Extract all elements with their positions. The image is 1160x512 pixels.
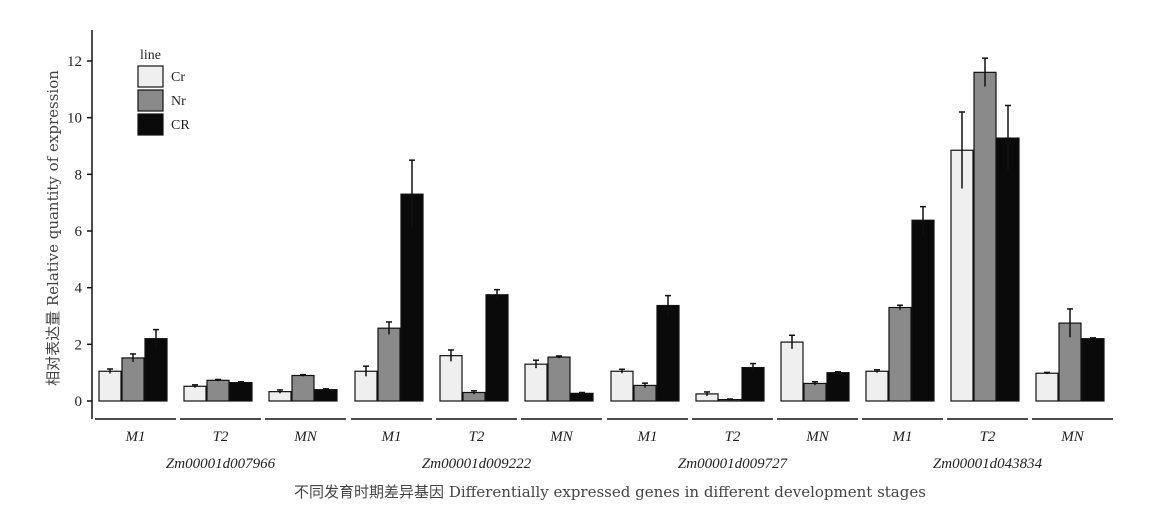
- bar-cr: [911, 219, 935, 402]
- bar-nr: [121, 357, 145, 402]
- gene-label: Zm00001d009727: [678, 456, 789, 472]
- bar-cr: [144, 338, 168, 402]
- legend-label-cr: CR: [171, 118, 190, 133]
- bar-cr: [1081, 338, 1105, 402]
- bars: [98, 57, 1105, 402]
- bar-nr: [547, 356, 571, 402]
- stage-label: MN: [549, 429, 573, 445]
- bar-cr: [610, 370, 634, 402]
- bar-nr: [291, 374, 315, 402]
- y-tick-label: 12: [67, 54, 82, 70]
- labels: 相对表达量 Relative quantity of expression 不同发…: [44, 70, 1085, 501]
- legend-label-nr: Nr: [171, 94, 186, 109]
- bar-nr: [888, 306, 912, 402]
- bar-cr: [439, 355, 463, 402]
- bar-nr: [206, 379, 230, 402]
- stage-label: MN: [805, 429, 829, 445]
- bar-cr: [183, 385, 207, 402]
- bar-cr: [314, 389, 338, 402]
- stage-label: MN: [293, 429, 317, 445]
- y-tick-label: 4: [75, 281, 83, 297]
- gene-label: Zm00001d007966: [166, 456, 276, 472]
- legend-label-cr: Cr: [171, 70, 185, 85]
- bar-cr: [524, 363, 548, 402]
- y-tick-label: 0: [75, 394, 83, 410]
- bar-cr: [98, 370, 122, 402]
- gene-label: Zm00001d043834: [933, 456, 1043, 472]
- bar-cr: [229, 381, 253, 402]
- bar-cr: [656, 304, 680, 402]
- stage-label: M1: [125, 429, 146, 445]
- stage-label: M1: [637, 429, 658, 445]
- y-tick-label: 8: [75, 167, 83, 183]
- legend-title: line: [140, 48, 161, 63]
- legend: line Cr Nr CR: [137, 48, 190, 136]
- stage-label: T2: [980, 429, 996, 445]
- y-axis-title: 相对表达量 Relative quantity of expression: [44, 70, 62, 386]
- bar-cr: [826, 372, 850, 402]
- bar-nr: [377, 327, 401, 402]
- stage-label: T2: [469, 429, 485, 445]
- axes: 0 2 4 6 8 10 12: [67, 30, 1113, 420]
- bar-cr: [741, 366, 765, 402]
- bar-cr: [780, 341, 804, 402]
- bar-cr: [996, 137, 1020, 402]
- bar-cr: [485, 294, 509, 402]
- stage-label: MN: [1060, 429, 1084, 445]
- legend-swatch-cr: [137, 113, 164, 136]
- bar-nr: [803, 382, 827, 402]
- stage-label: T2: [213, 429, 229, 445]
- y-tick-label: 10: [67, 111, 82, 127]
- bar-cr: [865, 370, 889, 402]
- y-tick-label: 6: [75, 224, 83, 240]
- bar-cr: [570, 392, 594, 402]
- x-axis-title: 不同发育时期差异基因 Differentially expressed gene…: [294, 483, 926, 501]
- stage-label: M1: [381, 429, 402, 445]
- bar-nr: [633, 384, 657, 402]
- legend-swatch-cr: [137, 65, 164, 88]
- legend-swatch-nr: [137, 89, 164, 112]
- stage-label: M1: [892, 429, 913, 445]
- bar-cr: [1035, 372, 1059, 402]
- bar-nr: [973, 71, 997, 402]
- stage-label: T2: [725, 429, 741, 445]
- y-tick-label: 2: [75, 337, 83, 353]
- gene-label: Zm00001d009222: [422, 456, 532, 472]
